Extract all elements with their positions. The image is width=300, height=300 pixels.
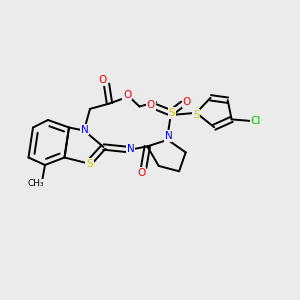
Text: O: O [137,168,146,178]
Text: O: O [147,100,155,110]
Text: S: S [193,110,200,120]
Text: N: N [81,124,88,135]
Text: O: O [99,75,107,85]
Text: N: N [127,144,134,154]
Text: O: O [123,89,131,100]
Text: S: S [86,159,93,169]
Text: CH₃: CH₃ [27,179,44,188]
Text: S: S [169,108,175,118]
Text: Cl: Cl [250,116,261,127]
Text: N: N [165,131,172,141]
Text: O: O [183,97,191,107]
